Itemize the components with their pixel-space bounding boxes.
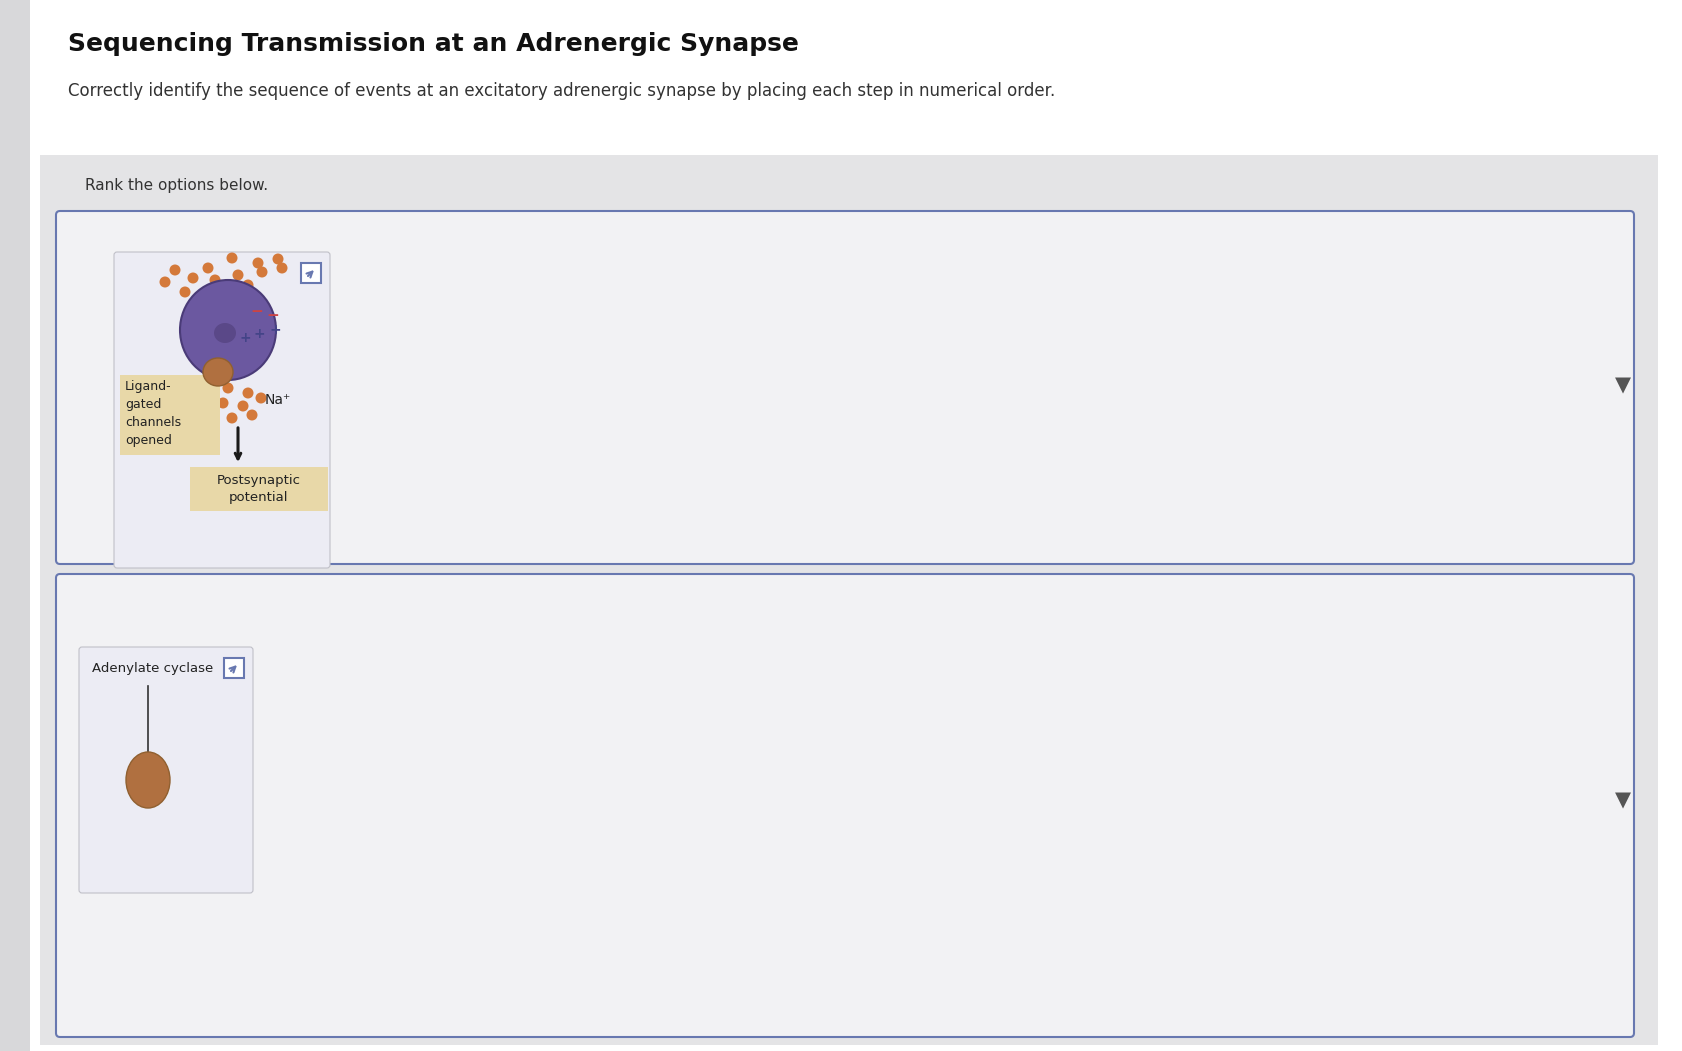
Text: +: +: [254, 327, 266, 341]
FancyBboxPatch shape: [56, 574, 1633, 1037]
FancyBboxPatch shape: [114, 252, 330, 568]
Bar: [0, 0, 30, 1051]
Bar: [301, 263, 321, 283]
Text: Adenylate cyclase: Adenylate cyclase: [93, 662, 214, 675]
Text: Sequencing Transmission at an Adrenergic Synapse: Sequencing Transmission at an Adrenergic…: [67, 32, 799, 56]
Circle shape: [237, 400, 249, 412]
FancyBboxPatch shape: [79, 647, 252, 893]
Circle shape: [222, 283, 234, 293]
Circle shape: [187, 272, 198, 284]
Text: +: +: [241, 331, 252, 345]
Text: Postsynaptic
potential: Postsynaptic potential: [217, 474, 301, 504]
Circle shape: [209, 274, 220, 286]
Circle shape: [232, 269, 244, 281]
Text: −: −: [266, 309, 279, 324]
Circle shape: [272, 253, 283, 265]
Bar: [40, 154, 1657, 1045]
FancyBboxPatch shape: [56, 211, 1633, 564]
Text: Correctly identify the sequence of events at an excitatory adrenergic synapse by: Correctly identify the sequence of event…: [67, 82, 1055, 100]
Circle shape: [252, 257, 264, 268]
Text: +: +: [269, 323, 281, 337]
Circle shape: [200, 291, 210, 303]
Circle shape: [170, 265, 180, 275]
Circle shape: [160, 276, 170, 288]
Text: −: −: [251, 305, 262, 320]
Ellipse shape: [126, 753, 170, 808]
Text: Na⁺: Na⁺: [264, 393, 291, 407]
Ellipse shape: [180, 280, 276, 380]
Text: Rank the options below.: Rank the options below.: [86, 178, 267, 193]
Circle shape: [242, 280, 254, 290]
Circle shape: [246, 410, 257, 420]
Circle shape: [227, 412, 237, 424]
Ellipse shape: [214, 323, 235, 343]
Circle shape: [256, 392, 266, 404]
Text: ▼: ▼: [1615, 375, 1630, 395]
Bar: [224, 658, 244, 678]
Circle shape: [242, 388, 254, 398]
Circle shape: [222, 383, 234, 393]
Text: Ligand-
gated
channels
opened: Ligand- gated channels opened: [124, 380, 182, 447]
Circle shape: [256, 267, 267, 277]
Circle shape: [227, 252, 237, 264]
Ellipse shape: [204, 358, 232, 386]
Circle shape: [202, 263, 214, 273]
Bar: [190, 467, 328, 511]
Circle shape: [180, 287, 190, 297]
Text: ▼: ▼: [1615, 790, 1630, 810]
Circle shape: [276, 263, 288, 273]
Bar: [119, 375, 220, 455]
Circle shape: [217, 397, 229, 409]
